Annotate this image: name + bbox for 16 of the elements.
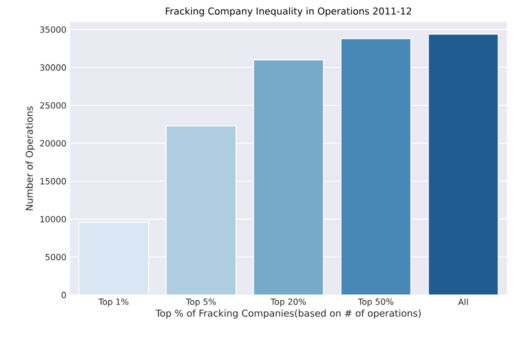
y-tick-label: 30000 bbox=[40, 64, 66, 71]
x-tick-label: All bbox=[458, 298, 468, 305]
x-tick-label: Top 1% bbox=[98, 298, 128, 307]
y-tick-label: 10000 bbox=[40, 216, 66, 222]
y-tick-label: 35000 bbox=[40, 26, 66, 33]
y-tick-label: 25000 bbox=[40, 102, 66, 109]
x-axis-title: Top % of Fracking Companies(based on # of operations) bbox=[156, 309, 421, 319]
y-tick-label: 15000 bbox=[40, 178, 66, 184]
chart-title: Fracking Company Inequality in Operations 2011-12 bbox=[166, 7, 412, 16]
y-tick-label: 20000 bbox=[40, 140, 66, 147]
x-tick-label: Top 20% bbox=[270, 298, 306, 307]
y-tick-label: 0 bbox=[62, 292, 66, 298]
y-tick-label: 5000 bbox=[46, 254, 66, 260]
x-tick-label: Top 50% bbox=[358, 298, 394, 307]
x-tick-label: Top 5% bbox=[186, 298, 216, 307]
y-axis-title: Number of Operations bbox=[26, 106, 35, 210]
